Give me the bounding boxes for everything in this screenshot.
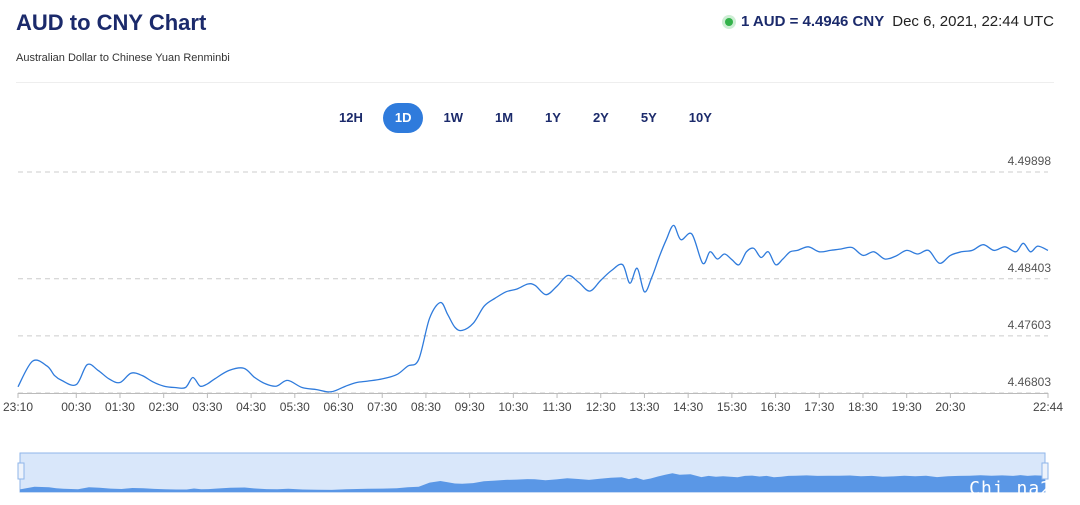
range-button-10y[interactable]: 10Y: [688, 110, 712, 125]
range-button-1w[interactable]: 1W: [443, 110, 463, 125]
page-title: AUD to CNY Chart: [16, 10, 207, 35]
navigator-left-handle[interactable]: [17, 462, 25, 480]
x-tick-label: 14:30: [673, 400, 703, 414]
navigator-right-handle[interactable]: [1041, 462, 1049, 480]
x-tick-label: 17:30: [804, 400, 834, 414]
range-button-1d[interactable]: 1D: [382, 103, 424, 133]
range-button-5y[interactable]: 5Y: [640, 110, 657, 125]
x-tick-label: 00:30: [61, 400, 91, 414]
x-tick-label: 12:30: [586, 400, 616, 414]
live-dot-icon: [724, 17, 733, 26]
range-button-2y[interactable]: 2Y: [592, 110, 609, 125]
x-tick-label: 11:30: [542, 400, 571, 414]
x-tick-label: 23:10: [3, 400, 33, 414]
live-rate: 1 AUD = 4.4946 CNY Dec 6, 2021, 22:44 UT…: [724, 13, 1054, 30]
y-tick-label: 4.48403: [1008, 261, 1052, 275]
x-tick-label: 08:30: [411, 400, 441, 414]
x-tick-label: 03:30: [192, 400, 222, 414]
x-tick-label: 09:30: [455, 400, 485, 414]
y-tick-label: 4.46803: [1008, 375, 1052, 389]
x-tick-label: 04:30: [236, 400, 266, 414]
x-tick-label: 05:30: [280, 400, 310, 414]
x-tick-label: 01:30: [105, 400, 135, 414]
navigator-area: [20, 473, 1045, 492]
x-tick-label: 10:30: [498, 400, 528, 414]
rate-value: 1 AUD = 4.4946 CNY: [740, 13, 885, 30]
range-selector: 12H 1D 1W 1M 1Y 2Y 5Y 10Y: [327, 103, 732, 133]
x-tick-label: 13:30: [629, 400, 659, 414]
y-tick-label: 4.47603: [1008, 318, 1052, 332]
rate-line: [17, 224, 1049, 393]
watermark: Chi na2: [969, 478, 1052, 499]
x-tick-label: 16:30: [761, 400, 791, 414]
x-tick-label: 18:30: [848, 400, 878, 414]
x-tick-label: 02:30: [149, 400, 179, 414]
x-tick-label: 07:30: [367, 400, 397, 414]
range-button-1m[interactable]: 1M: [494, 110, 514, 125]
x-tick-label: 15:30: [717, 400, 747, 414]
header-divider: [16, 82, 1054, 83]
x-tick-label: 06:30: [323, 400, 353, 414]
page-subtitle: Australian Dollar to Chinese Yuan Renmin…: [16, 52, 230, 64]
range-button-1y[interactable]: 1Y: [545, 110, 561, 125]
range-button-12h[interactable]: 12H: [339, 110, 363, 125]
x-tick-label: 22:44: [1033, 400, 1063, 414]
x-tick-label: 19:30: [892, 400, 922, 414]
x-tick-label: 20:30: [935, 400, 965, 414]
y-tick-label: 4.49898: [1008, 154, 1052, 168]
rate-timestamp: Dec 6, 2021, 22:44 UTC: [892, 13, 1054, 30]
